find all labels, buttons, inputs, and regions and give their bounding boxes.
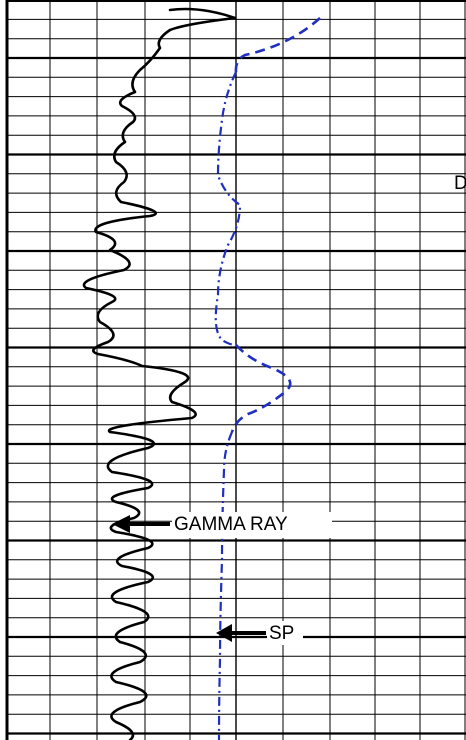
grid — [5, 0, 466, 740]
sp-curve-bulge — [230, 344, 292, 433]
gamma-ray-label-bg — [172, 512, 332, 538]
sp-curve-dashed — [234, 17, 321, 73]
gamma-ray-label: GAMMA RAY — [174, 514, 288, 535]
sp-arrowhead — [216, 624, 232, 642]
sp-curve-lower — [217, 431, 234, 740]
edge-label: D — [454, 173, 466, 194]
gamma-ray-curve — [82, 7, 237, 740]
gamma-ray-arrowhead — [112, 515, 130, 533]
sp-curve-dashdot — [214, 71, 242, 347]
sp-label: SP — [269, 623, 294, 644]
sp-label-bg — [267, 621, 303, 645]
